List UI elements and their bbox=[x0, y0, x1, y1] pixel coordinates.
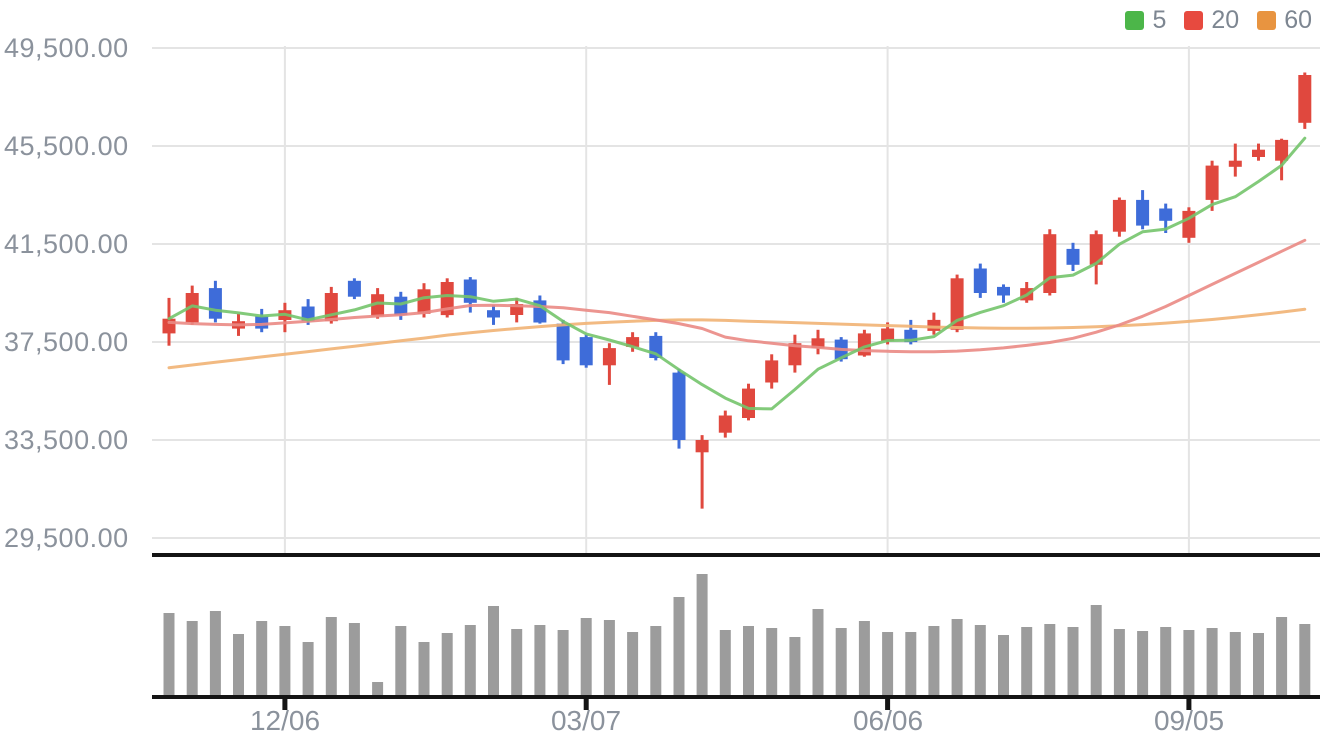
y-axis-label: 41,500.00 bbox=[4, 229, 129, 259]
y-axis-label: 29,500.00 bbox=[4, 523, 129, 553]
x-axis-label: 09/05 bbox=[1153, 705, 1225, 736]
legend-label: 20 bbox=[1211, 6, 1240, 34]
y-axis-label: 49,500.00 bbox=[4, 33, 129, 63]
legend-item-ma5[interactable]: 5 bbox=[1125, 6, 1166, 35]
ma60-swatch-icon bbox=[1257, 11, 1277, 30]
y-axis-label: 37,500.00 bbox=[4, 327, 129, 357]
x-axis-line bbox=[152, 695, 1320, 699]
volume-bars bbox=[163, 574, 1311, 697]
x-axis-label: 03/07 bbox=[550, 705, 622, 736]
vertical-gridlines bbox=[283, 46, 1190, 553]
ma-legend: 5 20 60 bbox=[1125, 6, 1312, 35]
y-axis-label: 45,500.00 bbox=[4, 131, 129, 161]
y-axis-label: 33,500.00 bbox=[4, 425, 129, 455]
ma20-swatch-icon bbox=[1184, 11, 1204, 30]
legend-item-ma60[interactable]: 60 bbox=[1257, 6, 1312, 35]
panel-separator bbox=[152, 553, 1320, 557]
x-axis-label: 06/06 bbox=[852, 705, 924, 736]
candles-group bbox=[162, 72, 1312, 509]
legend-item-ma20[interactable]: 20 bbox=[1184, 6, 1239, 35]
legend-label: 5 bbox=[1152, 6, 1167, 34]
legend-label: 60 bbox=[1284, 6, 1312, 34]
ma5-line bbox=[167, 136, 1307, 411]
x-axis-label: 12/06 bbox=[249, 705, 321, 736]
x-axis-ticks bbox=[282, 699, 1192, 710]
ma5-swatch-icon bbox=[1125, 11, 1145, 30]
ma20-line bbox=[167, 238, 1307, 354]
horizontal-gridlines bbox=[152, 47, 1320, 539]
